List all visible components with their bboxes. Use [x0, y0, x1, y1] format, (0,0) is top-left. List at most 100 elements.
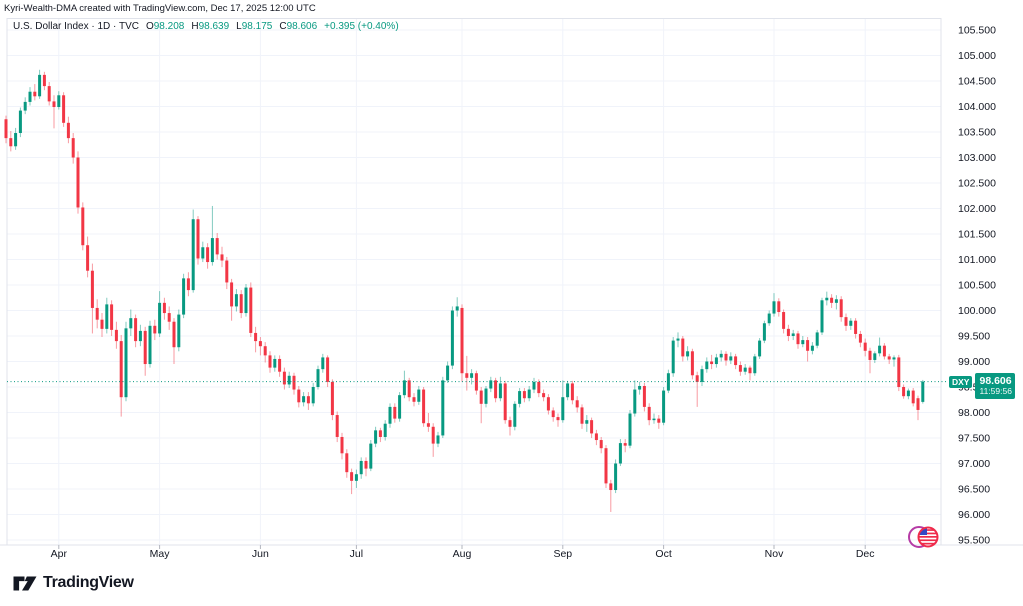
- price-axis-label-group: DXY 98.606 11:59:56: [949, 373, 1016, 399]
- candle-body-up: [676, 338, 680, 341]
- tradingview-logo-icon: [13, 576, 37, 590]
- legend-high-value: 98.639: [198, 21, 230, 32]
- candle-body-up: [628, 413, 632, 446]
- candle-body-down: [254, 332, 258, 342]
- candle-body-up: [513, 403, 517, 427]
- candle-body-down: [42, 74, 46, 87]
- candle-body-up: [825, 297, 829, 301]
- y-axis-label: 97.500: [958, 433, 990, 445]
- candle-body-down: [206, 247, 210, 263]
- candle-body-up: [810, 345, 814, 351]
- y-axis-label: 98.000: [958, 407, 990, 419]
- candle-body-up: [57, 95, 61, 108]
- candle-body-up: [383, 423, 387, 437]
- time-axis[interactable]: Apr May Jun Jul Aug Sep Oct Nov Dec: [51, 545, 875, 560]
- candle-body-up: [138, 330, 142, 342]
- candle-body-down: [268, 355, 272, 368]
- us-flag-pair-icon: [908, 526, 939, 548]
- candle-body-up: [849, 320, 853, 326]
- candle-body-down: [335, 415, 339, 437]
- legend-open-value: 98.208: [153, 21, 185, 32]
- candle-body-up: [18, 110, 22, 134]
- tradingview-logo[interactable]: TradingView: [13, 574, 134, 592]
- candle-body-down: [340, 436, 344, 454]
- candle-body-up: [561, 397, 565, 421]
- candle-body-down: [738, 365, 742, 372]
- candle-body-down: [542, 393, 546, 398]
- candle-body-down: [830, 297, 834, 303]
- candle-body-up: [23, 101, 27, 111]
- candle-body-up: [244, 287, 248, 314]
- candle-body-down: [647, 406, 651, 421]
- plot-border: [6, 18, 942, 546]
- candle-body-up: [700, 369, 704, 382]
- candle-body-up: [402, 380, 406, 396]
- candle-body-down: [522, 391, 526, 399]
- legend-close-value: 98.606: [286, 21, 318, 32]
- candle-body-up: [671, 340, 675, 374]
- candle-body-down: [81, 207, 85, 246]
- candle-body-down: [95, 307, 99, 320]
- candle-body-down: [604, 448, 608, 484]
- candle-body-down: [844, 317, 848, 326]
- candle-body-down: [278, 358, 282, 372]
- candle-body-down: [407, 380, 411, 398]
- x-axis-label: Dec: [856, 548, 875, 560]
- candle-body-up: [441, 380, 445, 436]
- candle-body-down: [162, 302, 166, 314]
- candle-body-up: [210, 238, 214, 263]
- candle-body-down: [594, 433, 598, 441]
- legend-symbol-title: U.S. Dollar Index · 1D · TVC: [13, 21, 139, 32]
- legend-open-label: O: [145, 21, 154, 32]
- candle-body-down: [863, 342, 867, 351]
- candle-body-down: [911, 390, 915, 404]
- candle-body-up: [767, 313, 771, 324]
- legend-close-label: C: [279, 21, 287, 32]
- candle-body-up: [585, 420, 589, 424]
- candle-body-up: [873, 353, 877, 360]
- candle-body-down: [786, 328, 790, 336]
- price-axis[interactable]: 105.500 105.000 104.500 104.000 103.500 103.0…: [958, 25, 996, 547]
- candle-body-up: [527, 389, 531, 399]
- candle-body-down: [90, 270, 94, 308]
- candle-body-down: [167, 313, 171, 322]
- candle-body-down: [681, 338, 685, 357]
- candle-body-down: [378, 430, 382, 437]
- y-axis-label: 102.500: [958, 178, 996, 190]
- candle-body-up: [191, 219, 195, 291]
- candle-body-down: [66, 122, 70, 139]
- candle-body-down: [465, 373, 469, 378]
- y-axis-label: 104.500: [958, 76, 996, 88]
- candle-body-down: [657, 418, 661, 423]
- candle-body-down: [393, 406, 397, 419]
- candle-body-up: [234, 294, 238, 307]
- candle-body-up: [532, 381, 536, 390]
- candle-body-down: [153, 325, 157, 334]
- candle-body-down: [839, 299, 843, 318]
- candle-body-down: [508, 420, 512, 427]
- candle-body-down: [225, 260, 229, 283]
- symbol-badge: DXY: [949, 376, 973, 388]
- candle-body-down: [86, 245, 90, 271]
- candle-body-down: [609, 483, 613, 491]
- candle-body-down: [422, 389, 426, 424]
- candle-body-down: [902, 387, 906, 397]
- y-axis-label: 96.500: [958, 484, 990, 496]
- y-axis-label: 97.000: [958, 458, 990, 470]
- candle-body-up: [614, 463, 618, 491]
- candle-body-down: [623, 443, 627, 446]
- candle-body-up: [316, 369, 320, 387]
- candle-body-down: [114, 329, 118, 342]
- chart-legend[interactable]: U.S. Dollar Index · 1D · TVC O98.208 H98.6…: [13, 21, 399, 32]
- candle-body-down: [796, 333, 800, 345]
- candle-body-up: [354, 474, 358, 481]
- candle-body-down: [695, 375, 699, 382]
- candle-body-down: [62, 95, 66, 123]
- y-axis-label: 101.000: [958, 254, 996, 266]
- candle-body-down: [76, 157, 80, 208]
- candle-body-down: [503, 383, 507, 421]
- candle-body-up: [815, 332, 819, 346]
- candle-body-up: [369, 443, 373, 469]
